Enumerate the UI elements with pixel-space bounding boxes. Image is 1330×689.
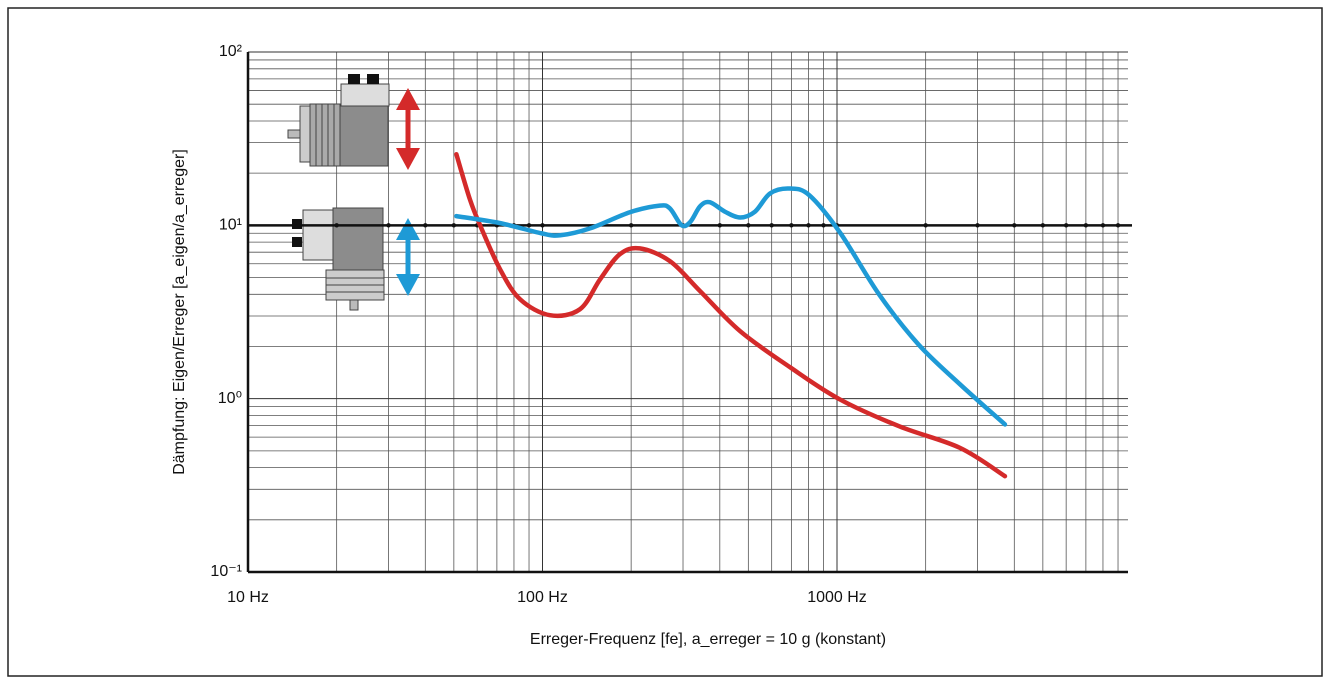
y-tick-label: 10² <box>219 43 243 60</box>
series-line <box>454 152 1008 479</box>
reference-dot <box>821 223 826 228</box>
reference-dot <box>628 223 634 228</box>
grid <box>247 51 1128 573</box>
reference-dot <box>423 223 428 228</box>
x-tick-label: 10 Hz <box>227 589 269 606</box>
reference-dot <box>451 223 457 228</box>
reference-dot <box>1115 223 1121 228</box>
y-tick-label: 10¹ <box>219 217 242 234</box>
reference-dot <box>1063 223 1069 228</box>
x-axis-title: Erreger-Frequenz [fe], a_erreger = 10 g … <box>530 631 886 648</box>
reference-dot <box>923 223 928 228</box>
series-line <box>454 186 1008 427</box>
reference-dot <box>789 223 794 228</box>
reference-dot <box>386 223 391 228</box>
y-tick-label: 10⁰ <box>218 390 242 407</box>
x-tick-label: 100 Hz <box>517 589 568 606</box>
reference-dot <box>746 223 751 228</box>
device-icons <box>287 74 420 311</box>
x-tick-label: 1000 Hz <box>807 589 867 606</box>
reference-dot <box>526 223 532 228</box>
reference-dot <box>717 223 723 228</box>
reference-dot <box>806 223 811 228</box>
reference-dot <box>1012 223 1017 228</box>
reference-dot <box>1100 223 1106 228</box>
reference-dot <box>1083 223 1089 228</box>
reference-dot <box>1040 223 1046 228</box>
y-tick-label: 10⁻¹ <box>210 563 242 580</box>
reference-dot <box>769 223 774 228</box>
y-axis-title: Dämpfung: Eigen/Erreger [a_eigen/a_erreg… <box>171 149 188 475</box>
reference-dot <box>540 223 545 228</box>
frame <box>7 7 1323 677</box>
reference-dot <box>334 223 339 228</box>
reference-dot <box>975 223 980 228</box>
